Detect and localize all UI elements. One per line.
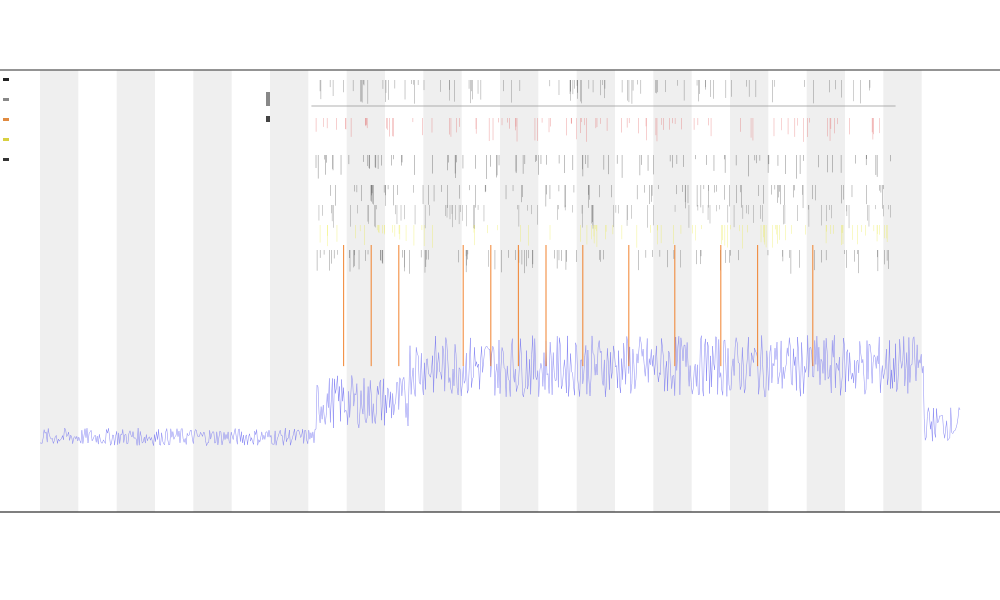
annotation-marker: [266, 116, 270, 122]
background-band: [423, 70, 462, 512]
background-band: [346, 70, 385, 512]
series-line-blue: [39, 335, 961, 447]
background-band: [116, 70, 155, 512]
legend-swatch: [3, 138, 9, 141]
background-band: [730, 70, 769, 512]
background-band: [653, 70, 692, 512]
legend-swatch: [3, 98, 9, 101]
annotation-marker: [266, 92, 270, 106]
background-band: [40, 70, 79, 512]
legend-swatch: [3, 118, 9, 121]
legend-swatch: [3, 158, 9, 161]
background-band: [270, 70, 309, 512]
background-band: [500, 70, 539, 512]
background-band: [883, 70, 922, 512]
background-band: [193, 70, 232, 512]
legend-swatch: [3, 78, 9, 81]
